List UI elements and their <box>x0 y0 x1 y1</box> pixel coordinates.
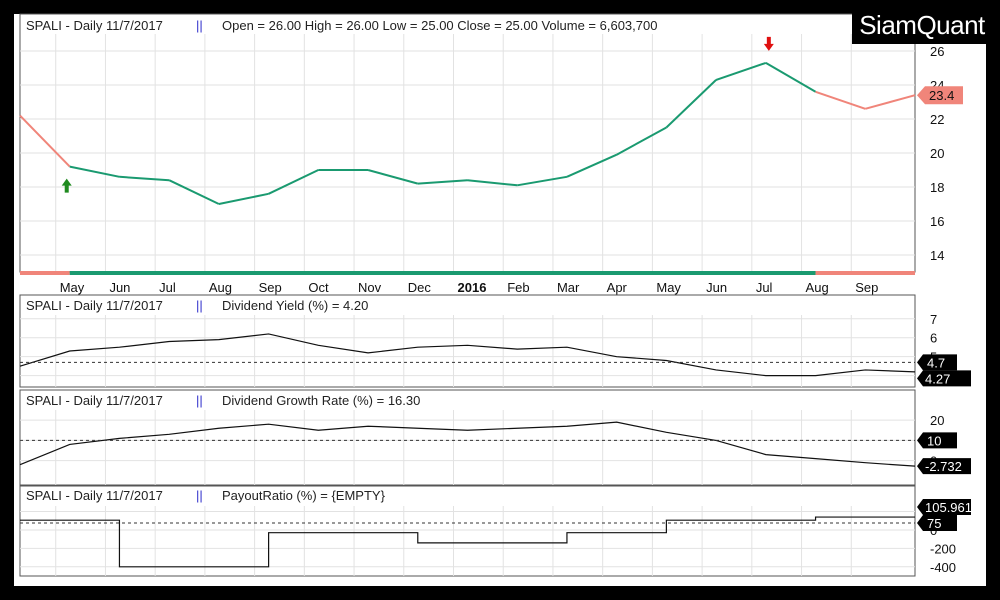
x-axis-month-label: Sep <box>259 280 282 295</box>
indicator-line <box>20 516 915 568</box>
price-line-segment <box>69 165 120 178</box>
x-axis-month-label: Nov <box>358 280 382 295</box>
price-line-segment <box>865 94 916 110</box>
x-axis-month-label: 2016 <box>458 280 487 295</box>
last-value-label: -2.732 <box>925 459 962 474</box>
indicator-y-tick-label: -400 <box>930 560 956 575</box>
reference-value-label: 75 <box>927 516 941 531</box>
x-axis-month-label: Sep <box>855 280 878 295</box>
x-axis-month-label: Jun <box>109 280 130 295</box>
price-last-value-badge <box>917 86 963 105</box>
price-line-segment <box>765 62 817 93</box>
price-line-segment <box>616 126 667 156</box>
price-line-segment <box>19 114 71 168</box>
x-axis-month-label: Oct <box>308 280 329 295</box>
price-header-separator: || <box>196 18 203 33</box>
payout-header-indicator: PayoutRatio (%) = {EMPTY} <box>222 488 386 503</box>
x-axis-month-label: Mar <box>557 280 580 295</box>
price-header-ohlcv: Open = 26.00 High = 26.00 Low = 25.00 Cl… <box>222 18 657 33</box>
x-axis-month-label: Aug <box>806 280 829 295</box>
indicator-y-tick-label: 7 <box>930 312 937 327</box>
price-last-value-label: 23.4 <box>929 88 954 103</box>
yield-header-indicator: Dividend Yield (%) = 4.20 <box>222 298 368 313</box>
price-line-segment <box>566 153 618 178</box>
last-value-label: 105.961 <box>925 500 972 515</box>
chart-background <box>14 14 986 586</box>
price-y-tick-label: 18 <box>930 180 944 195</box>
indicator-y-tick-label: 6 <box>930 331 937 346</box>
x-axis-month-label: Jun <box>706 280 727 295</box>
dividend-yield-panel[interactable] <box>19 294 916 388</box>
price-line-segment <box>815 90 866 110</box>
indicator-line <box>19 421 916 467</box>
price-y-tick-label: 22 <box>930 112 944 127</box>
price-header-symbol: SPALI - Daily 11/7/2017 <box>26 18 163 33</box>
reference-value-badge <box>917 354 957 371</box>
price-line-segment <box>168 179 220 205</box>
x-axis-month-label: Jul <box>756 280 773 295</box>
indicator-line <box>19 333 916 377</box>
price-line-segment <box>715 61 767 81</box>
reference-value-label: 10 <box>927 433 941 448</box>
dividend-growth-panel[interactable] <box>19 389 916 486</box>
reference-value-badge <box>917 432 957 449</box>
growth-header-separator: || <box>196 393 203 408</box>
x-axis-month-label: Jul <box>159 280 176 295</box>
last-value-badge <box>917 499 971 516</box>
brand-logo: SiamQuant <box>852 6 992 44</box>
regime-bar-up <box>69 271 816 275</box>
last-value-badge <box>917 458 971 475</box>
price-line-segment <box>119 175 170 182</box>
price-line-segment <box>665 79 717 129</box>
payout-header-symbol: SPALI - Daily 11/7/2017 <box>26 488 163 503</box>
growth-header-symbol: SPALI - Daily 11/7/2017 <box>26 393 163 408</box>
price-y-tick-label: 14 <box>930 248 944 263</box>
reference-value-label: 4.7 <box>927 355 945 370</box>
x-axis-month-label: May <box>60 280 85 295</box>
yield-header-symbol: SPALI - Daily 11/7/2017 <box>26 298 163 313</box>
price-line-segment <box>367 169 419 185</box>
payout-ratio-panel[interactable] <box>19 485 916 577</box>
series-layer <box>19 36 916 568</box>
growth-header-indicator: Dividend Growth Rate (%) = 16.30 <box>222 393 420 408</box>
price-y-tick-label: 16 <box>930 214 944 229</box>
yield-header-separator: || <box>196 298 203 313</box>
x-axis-month-label: Apr <box>607 280 628 295</box>
price-line-segment <box>218 192 269 205</box>
last-value-label: 4.27 <box>925 371 950 386</box>
x-axis-month-label: Dec <box>408 280 432 295</box>
x-axis-month-label: Aug <box>209 280 232 295</box>
reference-value-badge <box>917 515 957 532</box>
payout-header-separator: || <box>196 488 203 503</box>
price-line-segment <box>417 179 468 185</box>
price-line-segment <box>467 179 518 187</box>
indicator-y-tick-label: 20 <box>930 413 944 428</box>
x-axis-month-label: May <box>656 280 681 295</box>
price-line-segment <box>268 169 319 195</box>
price-line-segment <box>517 175 568 187</box>
buy-signal-arrow <box>61 178 72 193</box>
regime-bar-down <box>20 271 70 275</box>
regime-bar-down <box>815 271 915 275</box>
price-y-tick-label: 26 <box>930 44 944 59</box>
price-y-tick-label: 20 <box>930 146 944 161</box>
x-axis-month-label: Feb <box>507 280 529 295</box>
last-value-badge <box>917 370 971 387</box>
indicator-y-tick-label: -200 <box>930 541 956 556</box>
sell-signal-arrow <box>763 36 774 51</box>
